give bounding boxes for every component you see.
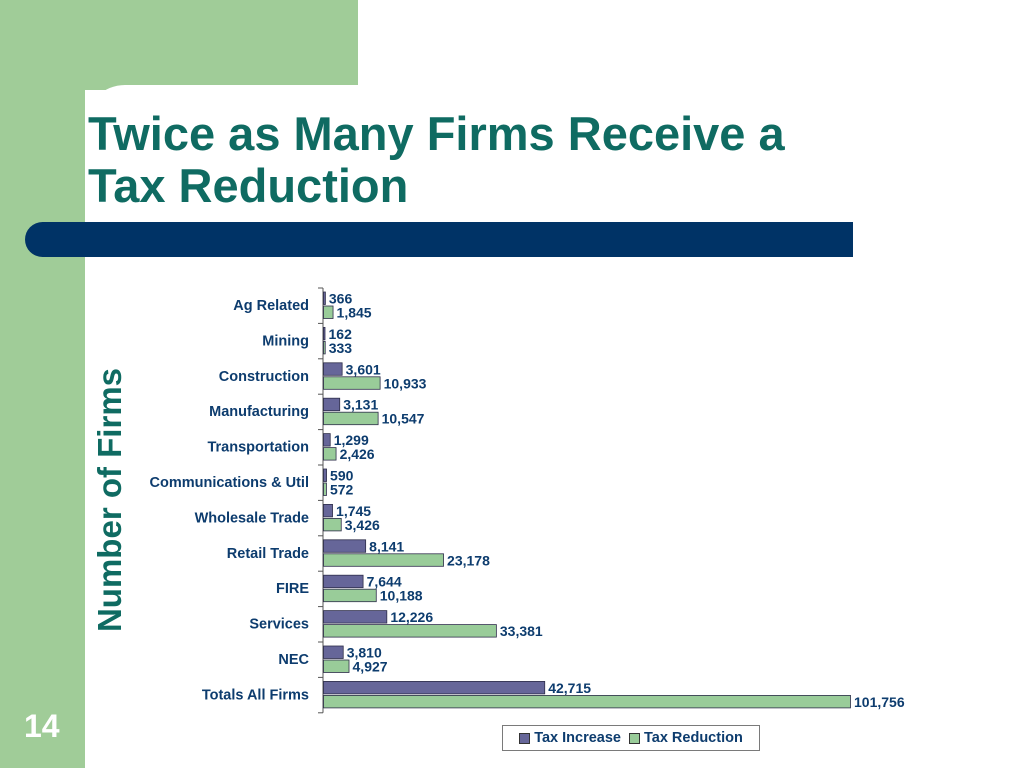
bar-tax-increase bbox=[323, 433, 331, 447]
data-label-tax-reduction: 4,927 bbox=[353, 659, 388, 675]
legend-item-tax-reduction: Tax Reduction bbox=[628, 730, 743, 746]
data-label-tax-increase: 12,226 bbox=[390, 609, 433, 625]
data-label-tax-reduction: 333 bbox=[329, 340, 353, 356]
data-label-tax-increase: 3,601 bbox=[346, 361, 381, 377]
bar-tax-increase bbox=[323, 610, 388, 624]
data-label-tax-increase: 3,131 bbox=[343, 397, 378, 413]
category-label: Totals All Firms bbox=[202, 687, 309, 703]
data-label-tax-reduction: 572 bbox=[330, 482, 354, 498]
bar-tax-reduction bbox=[323, 376, 381, 390]
slide-title-line2: Tax Reduction bbox=[88, 159, 409, 212]
data-label-tax-increase: 366 bbox=[329, 291, 353, 307]
category-label: Manufacturing bbox=[209, 404, 309, 420]
bar-tax-reduction bbox=[323, 695, 851, 709]
bar-tax-increase bbox=[323, 468, 327, 482]
category-label: Ag Related bbox=[233, 298, 309, 314]
category-label: Transportation bbox=[207, 440, 309, 456]
data-label-tax-increase: 590 bbox=[330, 468, 354, 484]
accent-band-left bbox=[0, 0, 85, 768]
data-label-tax-reduction: 10,933 bbox=[384, 375, 427, 391]
bar-tax-increase bbox=[323, 362, 343, 376]
data-label-tax-increase: 7,644 bbox=[367, 574, 402, 590]
data-label-tax-reduction: 10,547 bbox=[382, 411, 425, 427]
category-label: FIRE bbox=[276, 581, 309, 597]
legend-swatch-tax-reduction bbox=[628, 732, 640, 744]
bar-tax-increase bbox=[323, 397, 341, 412]
data-label-tax-reduction: 3,426 bbox=[345, 517, 380, 533]
bar-tax-reduction bbox=[323, 482, 327, 496]
bar-tax-increase bbox=[323, 326, 326, 341]
bar-tax-reduction bbox=[323, 518, 342, 532]
bar-tax-reduction bbox=[323, 553, 444, 567]
bar-tax-reduction bbox=[323, 659, 350, 673]
legend-label-tax-increase: Tax Increase bbox=[534, 730, 621, 746]
title-divider-bar bbox=[25, 222, 853, 257]
bar-tax-reduction bbox=[323, 305, 334, 319]
category-label: NEC bbox=[278, 652, 309, 668]
bar-tax-reduction bbox=[323, 624, 497, 638]
data-label-tax-increase: 1,299 bbox=[334, 432, 369, 448]
bar-tax-increase bbox=[323, 503, 333, 518]
slide-title: Twice as Many Firms Receive a Tax Reduct… bbox=[88, 108, 908, 212]
data-label-tax-reduction: 10,188 bbox=[380, 588, 423, 604]
data-label-tax-increase: 1,745 bbox=[336, 503, 371, 519]
bar-tax-reduction bbox=[323, 447, 337, 461]
legend-label-tax-reduction: Tax Reduction bbox=[643, 730, 743, 746]
data-label-tax-reduction: 1,845 bbox=[337, 305, 372, 321]
bar-tax-increase bbox=[323, 574, 364, 589]
data-label-tax-reduction: 2,426 bbox=[340, 446, 375, 462]
data-label-tax-reduction: 33,381 bbox=[500, 623, 543, 639]
legend-item-tax-increase: Tax Increase bbox=[519, 730, 621, 746]
data-label-tax-reduction: 23,178 bbox=[447, 552, 490, 568]
slide-number: 14 bbox=[24, 708, 60, 744]
data-label-tax-increase: 42,715 bbox=[548, 680, 591, 696]
category-label: Services bbox=[249, 617, 309, 633]
data-label-tax-reduction: 101,756 bbox=[854, 694, 905, 710]
category-label: Mining bbox=[262, 333, 309, 349]
category-label: Retail Trade bbox=[227, 546, 309, 562]
legend-swatch-tax-increase bbox=[519, 732, 531, 744]
category-label: Communications & Util bbox=[149, 475, 309, 491]
accent-band-top bbox=[0, 0, 358, 90]
bar-tax-increase bbox=[323, 291, 326, 305]
bar-tax-increase bbox=[323, 539, 367, 553]
background-panel-top bbox=[358, 0, 1024, 90]
data-label-tax-increase: 162 bbox=[329, 326, 353, 342]
data-label-tax-increase: 8,141 bbox=[369, 538, 404, 554]
bar-tax-increase bbox=[323, 645, 344, 659]
category-label: Construction bbox=[219, 369, 309, 385]
content-panel bbox=[85, 85, 1024, 768]
slide-title-line1: Twice as Many Firms Receive a bbox=[88, 107, 785, 160]
bar-tax-reduction bbox=[323, 340, 326, 355]
bar-tax-reduction bbox=[323, 588, 377, 603]
bar-tax-increase bbox=[323, 681, 546, 695]
bar-tax-reduction bbox=[323, 411, 379, 426]
data-label-tax-increase: 3,810 bbox=[347, 645, 382, 661]
chart-legend: Tax Increase Tax Reduction bbox=[502, 725, 760, 751]
category-label: Wholesale Trade bbox=[195, 510, 309, 526]
